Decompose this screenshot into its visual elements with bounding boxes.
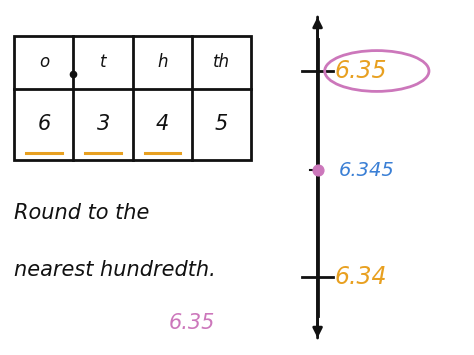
Text: t: t — [100, 53, 106, 71]
Text: th: th — [213, 53, 230, 71]
Text: 6.35: 6.35 — [334, 59, 387, 83]
Text: 6.34: 6.34 — [334, 265, 387, 289]
Text: 6.35: 6.35 — [168, 313, 215, 333]
Text: 6: 6 — [37, 114, 50, 134]
Text: o: o — [39, 53, 49, 71]
Text: Round to the: Round to the — [14, 203, 150, 223]
Text: 3: 3 — [97, 114, 109, 134]
Text: 5: 5 — [215, 114, 228, 134]
Text: 6.345: 6.345 — [339, 161, 395, 180]
FancyBboxPatch shape — [14, 36, 251, 160]
Text: nearest hundredth.: nearest hundredth. — [14, 260, 216, 280]
Text: 4: 4 — [156, 114, 169, 134]
Point — [314, 168, 321, 173]
Text: h: h — [157, 53, 168, 71]
